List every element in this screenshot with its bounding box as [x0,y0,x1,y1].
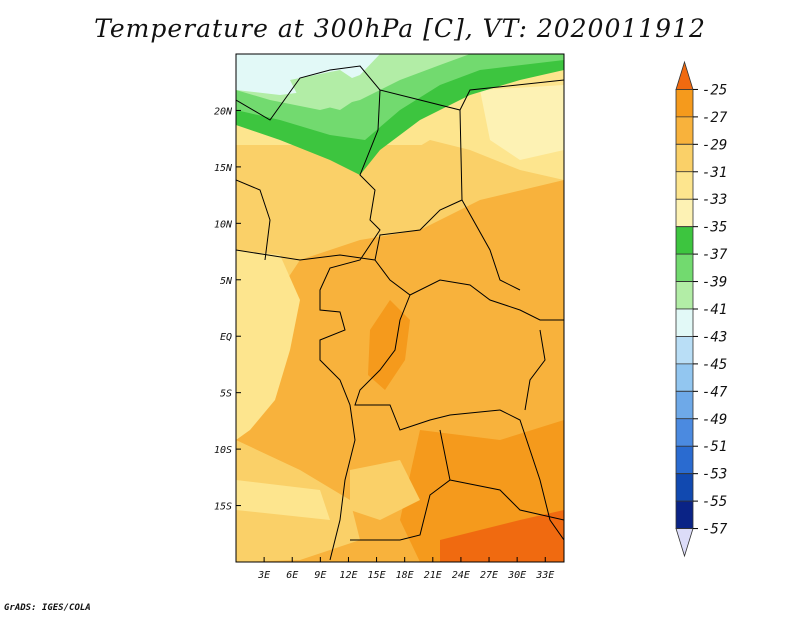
map-title: Temperature at 300hPa [C], VT: 202001191… [94,14,706,43]
borders [236,65,564,561]
colorbar-label: -29 [702,137,727,153]
lon-axis: 3E 6E 9E 12E 15E 18E 21E 24E 27E 30E 33E [257,557,554,581]
colorbar-swatch [675,226,694,255]
colorbar-swatch [675,60,694,90]
colorbar-swatch [675,89,694,118]
lat-tick-label: 15N [214,163,233,174]
lat-axis: 20N 15N 10N 5N EQ 5S 10S 15S [214,106,241,513]
lon-tick-label: 6E [286,570,298,581]
lon-tick-label: 33E [535,570,554,581]
lat-tick-label: 5N [220,276,233,287]
colorbar-label: -25 [702,82,727,98]
colorbar-label: -53 [702,467,727,483]
lon-tick-label: 12E [339,570,357,581]
lat-tick-label: 20N [214,106,233,117]
lon-tick-label: 30E [507,570,526,581]
colorbar-label: -47 [702,384,728,400]
lat-tick-label: 10S [214,445,232,456]
lon-tick-label: 3E [257,570,270,581]
colorbar-label: -31 [702,165,727,181]
colorbar-swatch [675,253,694,282]
colorbar-label: -49 [702,412,727,428]
colorbar-label: -43 [702,329,727,345]
lon-tick-label: 18E [396,570,414,581]
colorbar-label: -51 [702,439,727,455]
lon-tick-label: 24E [452,570,470,581]
colorbar-label: -41 [702,302,727,318]
map-panel: 20N 15N 10N 5N EQ 5S 10S 15S 3E 6E 9E 12E 15E 18E 21E… [214,53,565,581]
colorbar-swatch [675,336,694,365]
lon-tick-label: 9E [314,570,326,581]
lon-tick-label: 27E [480,570,498,581]
footer-credit: GrADS: IGES/COLA [4,603,91,613]
colorbar-label: -37 [702,247,728,263]
colorbar-swatch [675,171,694,200]
colorbar-label: -27 [702,110,728,126]
colorbar-swatch [675,528,694,558]
colorbar-swatch [675,473,694,502]
colorbar-swatch [675,143,694,173]
colorbar-label: -33 [702,192,727,208]
colorbar-swatch [675,198,694,228]
colorbar-label: -57 [702,522,728,538]
colorbar-swatch [675,308,694,337]
colorbar-swatch [675,418,694,447]
lon-tick-label: 15E [368,570,386,581]
colorbar-swatch [675,390,694,420]
lat-tick-label: 10N [214,219,233,230]
lat-tick-label: 15S [214,502,232,513]
lat-tick-label: 5S [220,389,232,400]
colorbar-swatch [675,116,694,145]
colorbar: -25 -27 -29 -31 -33 -35 -37 -39 -41 -43 -45 -47 -49 -… [675,60,728,558]
colorbar-label: -45 [702,357,727,373]
colorbar-label: -55 [702,494,727,510]
temperature-field [236,54,564,562]
colorbar-label: -39 [702,275,727,291]
map-frame [235,53,565,563]
colorbar-swatch [675,445,694,475]
colorbar-label: -35 [702,220,727,236]
lon-tick-label: 21E [424,570,442,581]
lat-tick-label: EQ [220,332,232,343]
colorbar-swatch [675,281,694,310]
colorbar-swatch [675,363,694,392]
colorbar-swatch [675,500,694,529]
